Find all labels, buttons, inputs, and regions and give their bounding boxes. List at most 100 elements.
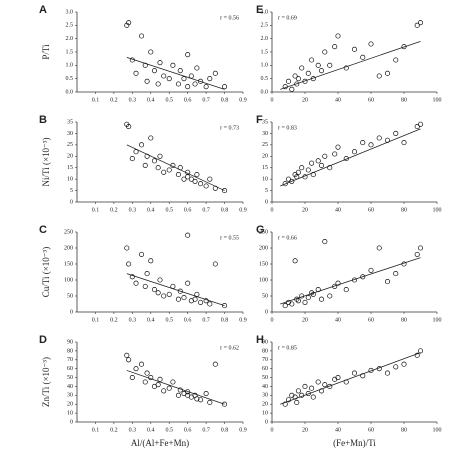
y-tick-label: 1.0 — [66, 63, 74, 69]
point — [302, 174, 308, 180]
point — [161, 169, 167, 175]
y-tick-label: 80 — [67, 348, 73, 354]
y-tick-label: 40 — [67, 384, 73, 390]
y-tick-label: 2.0 — [261, 36, 269, 42]
point — [155, 81, 161, 87]
point — [299, 293, 305, 299]
point — [376, 73, 382, 79]
x-tick-label: 0.8 — [221, 427, 229, 433]
point — [285, 299, 292, 305]
trend-line — [126, 56, 225, 90]
point — [166, 385, 172, 391]
point — [315, 62, 321, 68]
y-tick-label: 20 — [262, 154, 268, 160]
x-tick-label: 0.7 — [202, 97, 210, 103]
x-tick-label: 0.1 — [92, 427, 100, 433]
point — [181, 176, 187, 182]
x-tick-label: 20 — [302, 207, 308, 213]
y-tick-label: 3.0 — [261, 9, 269, 15]
x-tick-label: 80 — [401, 427, 407, 433]
point — [212, 185, 218, 191]
y-tick-label: 0 — [70, 199, 73, 205]
point — [285, 397, 292, 403]
point — [133, 149, 139, 155]
point — [181, 76, 187, 82]
point — [376, 366, 382, 372]
y-tick-label: 70 — [67, 357, 73, 363]
point — [322, 382, 328, 388]
point — [129, 274, 135, 280]
x-tick-label: 80 — [401, 97, 407, 103]
x-tick-label: 0.4 — [147, 317, 155, 323]
y-tick-label: 10 — [262, 177, 268, 183]
x-tick-label: 0.7 — [202, 317, 210, 323]
point — [327, 293, 333, 299]
point — [315, 379, 321, 385]
point — [177, 288, 183, 294]
point — [401, 361, 407, 367]
point — [142, 62, 148, 68]
x-tick-label: 0.7 — [202, 207, 210, 213]
point — [166, 76, 172, 82]
point — [148, 258, 154, 264]
point — [144, 370, 150, 376]
point — [414, 352, 420, 358]
point — [315, 287, 321, 293]
x-tick-label: 0.5 — [165, 207, 173, 213]
point — [299, 392, 305, 398]
trend-line — [126, 144, 225, 191]
point — [417, 245, 424, 251]
y-tick-label: 30 — [67, 393, 73, 399]
point — [322, 239, 328, 245]
trend-line — [280, 257, 421, 305]
point — [384, 370, 391, 376]
y-tick-label: 150 — [64, 261, 73, 267]
point — [177, 68, 183, 74]
y-tick-label: 20 — [67, 402, 73, 408]
point — [393, 130, 399, 136]
x-tick-label: 0 — [271, 317, 274, 323]
point — [309, 290, 315, 296]
point — [203, 84, 209, 90]
point — [318, 388, 325, 394]
trend-line — [280, 352, 421, 405]
point — [222, 84, 228, 90]
point — [142, 379, 148, 385]
x-tick-label: 80 — [401, 317, 407, 323]
point — [322, 49, 328, 55]
x-tick-label: 0.6 — [184, 427, 192, 433]
point — [299, 165, 305, 171]
x-tick-label: 0.5 — [165, 97, 173, 103]
x-tick-label: 0.3 — [129, 317, 137, 323]
y-tick-label: 3.0 — [66, 9, 74, 15]
point — [207, 76, 213, 82]
point — [129, 156, 135, 162]
point — [155, 165, 161, 171]
y-tick-label: 50 — [67, 293, 73, 299]
x-tick-label: 0.9 — [239, 317, 247, 323]
point — [335, 280, 341, 286]
point — [203, 298, 209, 304]
point — [170, 162, 176, 168]
point — [170, 379, 176, 385]
y-tick-label: 0 — [265, 309, 268, 315]
point — [124, 245, 130, 251]
point — [185, 84, 191, 90]
x-tick-label: 0.3 — [129, 207, 137, 213]
point — [139, 142, 145, 148]
x-tick-label: 0.2 — [110, 317, 118, 323]
point — [282, 303, 288, 309]
point — [222, 303, 228, 309]
point — [322, 153, 328, 159]
correlation: r = 0.62 — [220, 345, 239, 351]
y-tick-label: 0.0 — [66, 89, 74, 95]
point — [177, 165, 183, 171]
point — [126, 124, 132, 130]
x-tick-label: 100 — [433, 207, 442, 213]
point — [305, 295, 311, 301]
x-tick-label: 0.8 — [221, 207, 229, 213]
point — [332, 44, 338, 50]
y-tick-label: 100 — [259, 277, 268, 283]
point — [299, 65, 305, 71]
panel-label: C — [39, 224, 47, 236]
